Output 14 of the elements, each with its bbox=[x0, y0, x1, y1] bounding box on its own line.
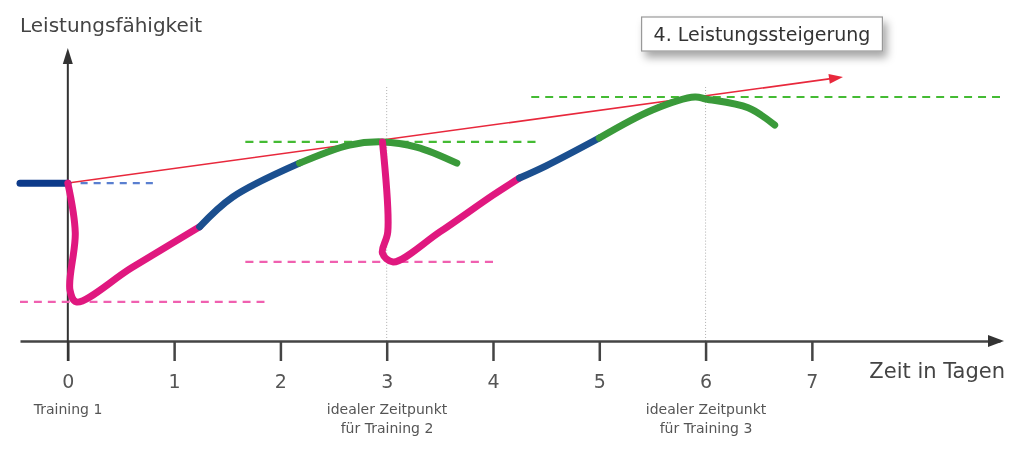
x-tick-label: 3 bbox=[381, 370, 394, 393]
y-axis-title: Leistungsfähigkeit bbox=[20, 13, 203, 37]
text: idealer Zeitpunkt für Training 2 bbox=[326, 401, 448, 436]
x-axis-title: Zeit in Tagen bbox=[869, 359, 1005, 383]
x-tick-label: 5 bbox=[593, 370, 606, 393]
text: 4. Leistungssteigerung bbox=[653, 23, 871, 45]
x-tick-label: 0 bbox=[62, 370, 75, 393]
text: Training 1 bbox=[32, 401, 103, 417]
x-tick-label: 4 bbox=[487, 370, 500, 393]
text: idealer Zeitpunkt für Training 3 bbox=[645, 401, 767, 436]
x-tick-label: 7 bbox=[806, 370, 819, 393]
x-tick-label: 6 bbox=[700, 370, 713, 393]
x-tick-label: 2 bbox=[274, 370, 287, 393]
x-tick-label: 1 bbox=[168, 370, 181, 393]
